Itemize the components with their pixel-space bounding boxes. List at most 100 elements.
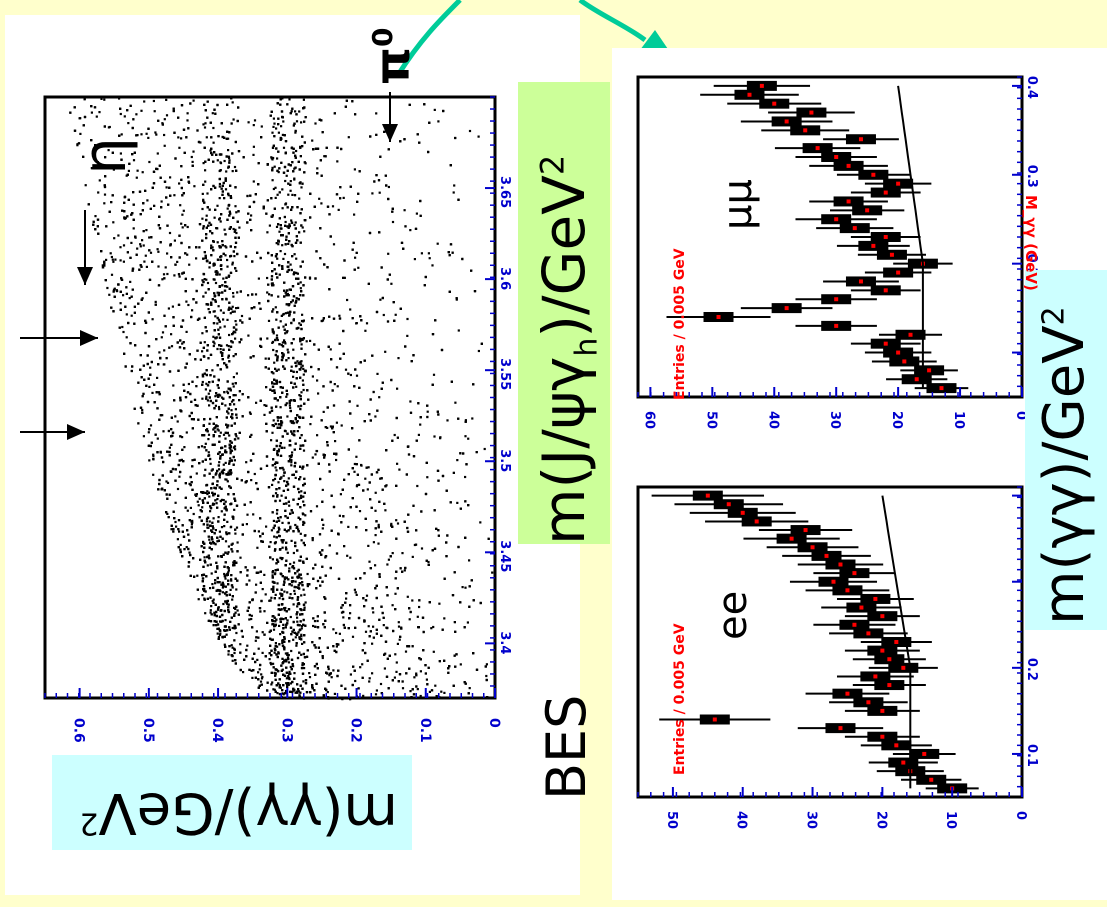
hist-point [705,493,710,498]
hist-point [866,700,871,705]
hist-point [810,545,815,550]
hist-point [902,359,907,364]
hist-x-tick-label: 0.2 [1024,658,1039,681]
hist-fit-mumu [897,85,924,389]
hist-y-tick-label: 10 [943,811,958,829]
scatter-x-tick-label: 3.4 [497,631,512,654]
hist-point [880,648,885,653]
hist-point [784,306,789,311]
hist-point [880,734,885,739]
scatter-y-tick-label: 0.2 [348,718,364,743]
hist-x-tick-label: 0.3 [1024,165,1039,188]
hist-point [883,288,888,293]
eta-arrow-head [77,267,93,285]
hist-point [809,110,814,115]
hist-point [908,332,913,337]
hist-point [838,726,843,731]
hist-panel-label-ee: ee [710,590,756,640]
hist-point [883,190,888,195]
hist-point [772,101,777,106]
hist-point [845,691,850,696]
hist-point [901,665,906,670]
hist-point [789,536,794,541]
hist-point [858,279,863,284]
hist-x-tick-label: 0.4 [1024,76,1039,99]
hist-x-tick-label: 0.1 [1024,744,1039,767]
scatter-y-tick-label: 0.4 [209,718,225,743]
hist-point [894,640,899,644]
hist-y-tick-label: 0 [1013,411,1028,420]
hist-point [716,315,721,319]
pi0-label: π0 [365,27,421,85]
hist-point [939,386,944,391]
hist-point [887,657,892,662]
hist-y-tick-label: 40 [734,811,749,829]
hist-point [914,377,919,382]
hist-y-axis-title-top: Entries / 0.005 GeV [672,248,688,400]
hist-frame-ee [636,485,1024,799]
hist-point [834,323,839,328]
hist-point [834,297,839,302]
experiment-label: BES [535,694,598,800]
hist-point [896,181,901,186]
hist-point [852,622,857,627]
scatter-x-label-main: m(J/ψγ [530,356,598,545]
hist-point [740,510,745,515]
hist-point [873,674,878,679]
hist-point [880,614,885,619]
scatter-y-axis-label-box [52,755,412,850]
hist-y-tick-label: 40 [765,411,780,429]
hist-point [815,146,820,151]
teal-connector-arrow [395,0,647,77]
hist-point [852,226,857,231]
hist-point [726,502,731,507]
scatter-x-label-tail: )/GeV [530,175,598,338]
band-arrow-upper-head [80,330,98,346]
hist-y-tick-label: 0 [1013,811,1028,820]
scatter-x-tick-label: 3.65 [497,176,512,208]
hist-point [852,571,857,576]
hist-y-tick-label: 10 [951,411,966,429]
hist-point [845,588,850,593]
hist-y-tick-label: 30 [804,811,819,829]
hist-point [873,596,878,601]
hist-y-tick-label: 50 [664,811,679,829]
hist-point [858,137,863,142]
hist-y-tick-label: 50 [703,411,718,429]
hist-point [712,717,717,722]
hist-point [871,243,876,248]
hist-point [871,172,876,177]
hist-point [859,605,864,610]
scatter-x-axis-label-text: m(J/ψγh)/GeV2 [530,154,605,545]
scatter-y-tick-label: 0.3 [278,718,294,743]
hist-point [824,553,829,558]
hist-point [894,743,899,748]
eta-label: η [70,136,140,175]
scatter-x-tick-label: 3.5 [497,449,512,472]
hist-fit-ee [881,495,912,789]
hist-point [929,777,934,782]
hist-y-tick-label: 20 [889,411,904,429]
scatter-points [69,97,494,701]
hist-point [883,235,888,239]
hist-point [747,92,752,97]
hist-point [896,270,901,275]
hist-point [887,683,892,688]
hist-panel-label-mumu: μμ [715,179,761,230]
scatter-y-tick-label: 0.6 [71,718,87,743]
hist-point [927,368,932,373]
scatter-x-axis-label-box [518,82,610,544]
hist-x-axis-title: M_γγ (GeV) [1022,195,1040,291]
scatter-y-tick-label: 0 [486,718,502,728]
hist-point [846,199,851,204]
hist-y-tick-label: 20 [873,811,888,829]
hist-point [896,350,901,355]
hist-point [803,128,808,133]
hist-y-axis-title-bottom: Entries / 0.005 GeV [672,623,688,775]
hist-point [803,528,808,533]
scatter-x-tick-label: 3.55 [497,358,512,390]
hist-point [883,341,888,346]
hist-point [880,708,885,713]
hist-point [838,562,843,567]
